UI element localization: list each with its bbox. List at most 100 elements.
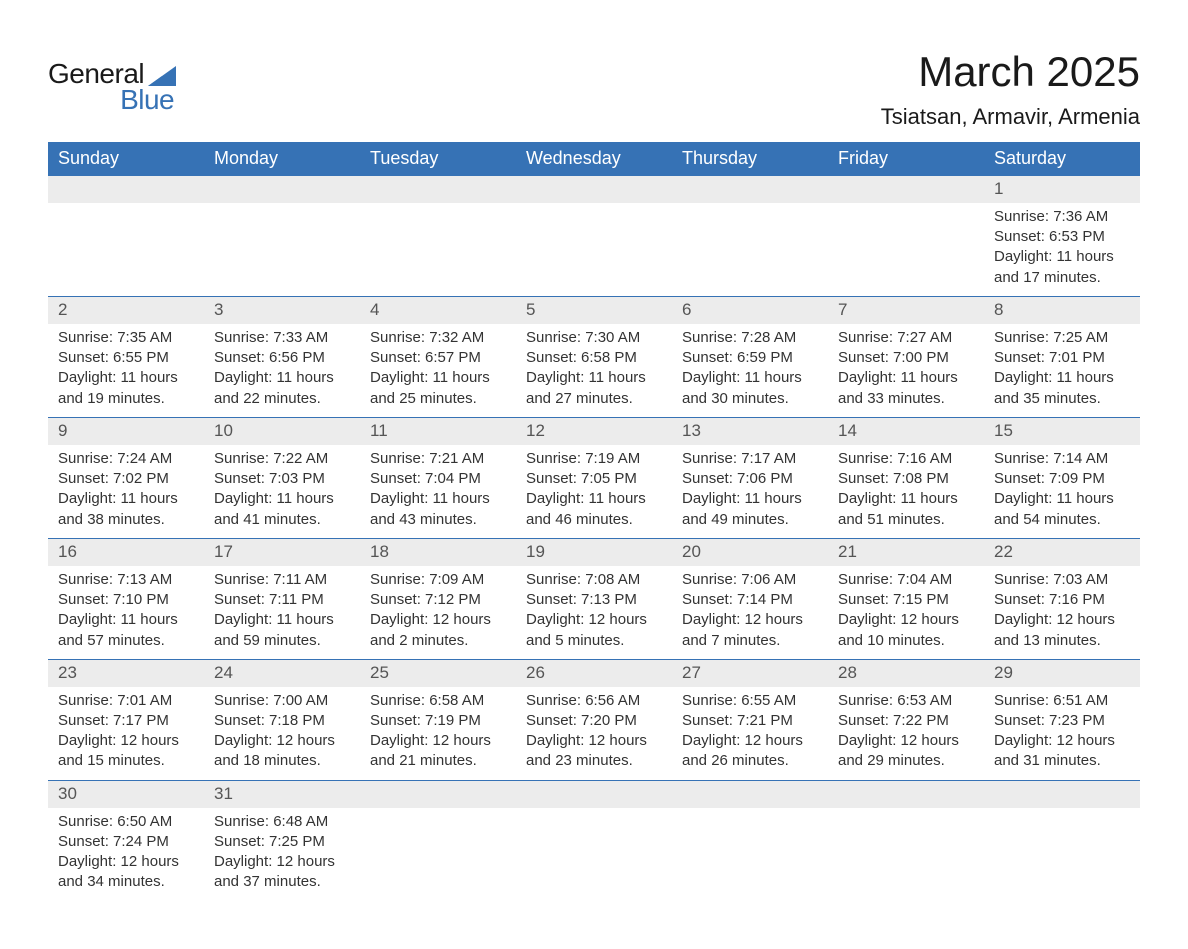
day-sunset: Sunset: 7:14 PM [682, 590, 818, 610]
day-sunset: Sunset: 7:16 PM [994, 590, 1130, 610]
day-sunset: Sunset: 6:59 PM [682, 348, 818, 368]
day-number-cell [360, 176, 516, 203]
value: 6:56 PM [269, 349, 325, 366]
day-number-cell: 3 [204, 296, 360, 323]
minutes-value: 26 [711, 752, 728, 769]
day-number: 7 [838, 300, 847, 319]
day-content-cell: Sunrise: 7:01 AMSunset: 7:17 PMDaylight:… [48, 687, 204, 781]
value: 7:20 PM [581, 712, 637, 729]
day-content-cell: Sunrise: 7:17 AMSunset: 7:06 PMDaylight:… [672, 445, 828, 539]
value: 7:01 AM [117, 692, 172, 709]
minutes-value: 46 [555, 511, 572, 528]
hours-value: 11 [121, 369, 137, 386]
day-number: 9 [58, 421, 67, 440]
day-sunrise: Sunrise: 7:01 AM [58, 691, 194, 711]
day-sunrise: Sunrise: 7:27 AM [838, 328, 974, 348]
day-sunset: Sunset: 7:20 PM [526, 711, 662, 731]
value: 7:16 PM [1049, 591, 1105, 608]
day-number-cell: 22 [984, 538, 1140, 565]
day-content-cell: Sunrise: 7:30 AMSunset: 6:58 PMDaylight:… [516, 324, 672, 418]
value: 7:17 PM [113, 712, 169, 729]
day-daylight-line1: Daylight: 12 hours [994, 610, 1130, 630]
day-number: 16 [58, 542, 77, 561]
value: 7:28 AM [741, 329, 796, 346]
day-number: 29 [994, 663, 1013, 682]
day-number: 12 [526, 421, 545, 440]
value: 7:22 AM [273, 450, 328, 467]
day-number-cell: 1 [984, 176, 1140, 203]
day-content-cell: Sunrise: 7:03 AMSunset: 7:16 PMDaylight:… [984, 566, 1140, 660]
day-number-cell [360, 780, 516, 807]
day-number-cell [828, 780, 984, 807]
day-content-cell: Sunrise: 7:14 AMSunset: 7:09 PMDaylight:… [984, 445, 1140, 539]
hours-value: 11 [277, 490, 293, 507]
value: 7:21 PM [737, 712, 793, 729]
day-daylight-line1: Daylight: 12 hours [370, 731, 506, 751]
value: 7:33 AM [273, 329, 328, 346]
day-content-cell [204, 203, 360, 297]
value: 6:56 AM [585, 692, 640, 709]
value: 7:23 PM [1049, 712, 1105, 729]
value: 7:13 AM [117, 571, 172, 588]
day-number: 21 [838, 542, 857, 561]
hours-value: 12 [1057, 611, 1074, 628]
hours-value: 12 [121, 853, 138, 870]
day-number-cell [672, 780, 828, 807]
day-sunset: Sunset: 7:02 PM [58, 469, 194, 489]
day-number-cell: 29 [984, 659, 1140, 686]
day-number: 5 [526, 300, 535, 319]
value: 6:58 PM [581, 349, 637, 366]
day-number-cell: 13 [672, 417, 828, 444]
day-sunrise: Sunrise: 6:48 AM [214, 812, 350, 832]
day-sunrise: Sunrise: 6:53 AM [838, 691, 974, 711]
calendar-table: Sunday Monday Tuesday Wednesday Thursday… [48, 142, 1140, 901]
value: 6:53 PM [1049, 228, 1105, 245]
day-daylight-line2: and 46 minutes. [526, 510, 662, 530]
value: 6:58 AM [429, 692, 484, 709]
minutes-value: 57 [87, 632, 104, 649]
day-sunrise: Sunrise: 7:25 AM [994, 328, 1130, 348]
day-daylight-line1: Daylight: 11 hours [58, 610, 194, 630]
day-number-row: 9101112131415 [48, 417, 1140, 444]
value: 7:14 AM [1053, 450, 1108, 467]
day-daylight-line1: Daylight: 11 hours [838, 489, 974, 509]
day-number: 2 [58, 300, 67, 319]
day-sunrise: Sunrise: 7:24 AM [58, 449, 194, 469]
day-content-cell: Sunrise: 7:28 AMSunset: 6:59 PMDaylight:… [672, 324, 828, 418]
day-number-row: 1 [48, 176, 1140, 203]
hours-value: 11 [1057, 369, 1073, 386]
hours-value: 11 [589, 490, 605, 507]
day-number-cell: 6 [672, 296, 828, 323]
day-daylight-line2: and 17 minutes. [994, 268, 1130, 288]
day-number: 11 [370, 421, 388, 440]
day-daylight-line2: and 31 minutes. [994, 751, 1130, 771]
value: 7:09 PM [1049, 470, 1105, 487]
hours-value: 12 [745, 611, 762, 628]
value: 6:48 AM [273, 813, 328, 830]
day-number-cell: 17 [204, 538, 360, 565]
day-sunrise: Sunrise: 7:33 AM [214, 328, 350, 348]
day-sunset: Sunset: 7:01 PM [994, 348, 1130, 368]
day-number-cell: 5 [516, 296, 672, 323]
value: 7:04 AM [897, 571, 952, 588]
weekday-header: Saturday [984, 142, 1140, 176]
title-block: March 2025 Tsiatsan, Armavir, Armenia [881, 48, 1140, 130]
value: 7:25 AM [1053, 329, 1108, 346]
hours-value: 11 [277, 369, 293, 386]
value: 7:11 PM [269, 591, 324, 608]
day-sunrise: Sunrise: 7:13 AM [58, 570, 194, 590]
day-daylight-line1: Daylight: 12 hours [994, 731, 1130, 751]
day-daylight-line2: and 43 minutes. [370, 510, 506, 530]
day-daylight-line1: Daylight: 12 hours [682, 610, 818, 630]
value: 7:03 AM [1053, 571, 1108, 588]
value: 7:24 AM [117, 450, 172, 467]
day-sunset: Sunset: 7:03 PM [214, 469, 350, 489]
day-number-cell: 12 [516, 417, 672, 444]
value: 7:13 PM [581, 591, 637, 608]
day-content-cell: Sunrise: 7:06 AMSunset: 7:14 PMDaylight:… [672, 566, 828, 660]
day-content-cell: Sunrise: 6:48 AMSunset: 7:25 PMDaylight:… [204, 808, 360, 901]
day-content-cell: Sunrise: 6:53 AMSunset: 7:22 PMDaylight:… [828, 687, 984, 781]
day-sunrise: Sunrise: 7:19 AM [526, 449, 662, 469]
day-number-cell: 9 [48, 417, 204, 444]
day-content-cell: Sunrise: 7:33 AMSunset: 6:56 PMDaylight:… [204, 324, 360, 418]
